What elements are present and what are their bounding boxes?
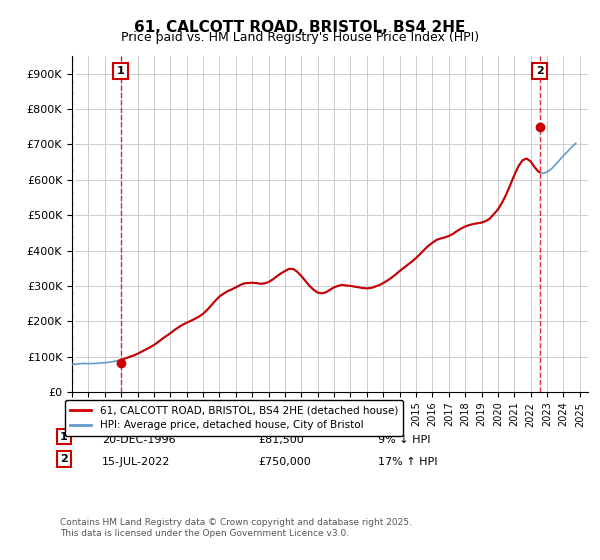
Bar (72, 56, 74, 392)
Text: 61, CALCOTT ROAD, BRISTOL, BS4 2HE: 61, CALCOTT ROAD, BRISTOL, BS4 2HE (134, 20, 466, 35)
Text: 1: 1 (60, 432, 68, 442)
Legend: 61, CALCOTT ROAD, BRISTOL, BS4 2HE (detached house), HPI: Average price, detache: 61, CALCOTT ROAD, BRISTOL, BS4 2HE (deta… (65, 400, 403, 436)
Bar (72, 56, 74, 392)
Text: 2: 2 (536, 66, 544, 76)
Text: Contains HM Land Registry data © Crown copyright and database right 2025.
This d: Contains HM Land Registry data © Crown c… (60, 518, 412, 538)
Text: £750,000: £750,000 (258, 457, 311, 467)
Text: 17% ↑ HPI: 17% ↑ HPI (378, 457, 437, 467)
Text: £81,500: £81,500 (258, 435, 304, 445)
Text: 20-DEC-1996: 20-DEC-1996 (102, 435, 176, 445)
Text: 2: 2 (60, 454, 68, 464)
Text: Price paid vs. HM Land Registry's House Price Index (HPI): Price paid vs. HM Land Registry's House … (121, 31, 479, 44)
Text: 9% ↓ HPI: 9% ↓ HPI (378, 435, 431, 445)
Text: 1: 1 (117, 66, 125, 76)
Text: 15-JUL-2022: 15-JUL-2022 (102, 457, 170, 467)
